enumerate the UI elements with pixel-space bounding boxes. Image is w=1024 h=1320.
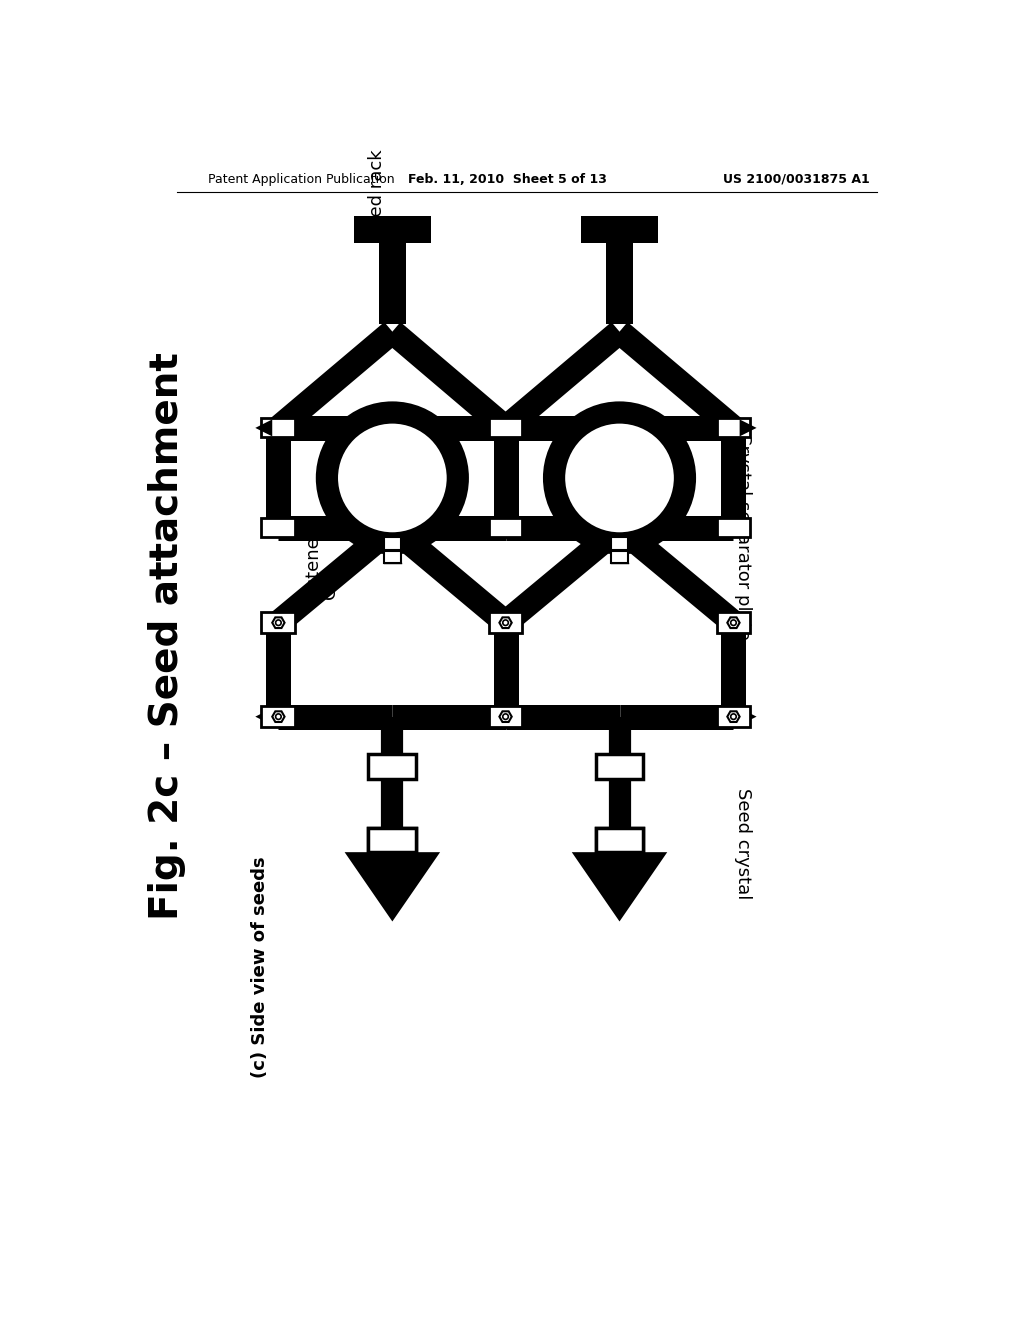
Text: Crystal separator plate: Crystal separator plate: [734, 432, 752, 640]
Polygon shape: [255, 420, 272, 437]
Circle shape: [731, 714, 736, 719]
Polygon shape: [345, 853, 440, 921]
Bar: [717, 706, 751, 726]
Polygon shape: [581, 216, 658, 323]
Polygon shape: [272, 711, 285, 722]
Polygon shape: [739, 708, 757, 725]
Bar: [596, 828, 643, 853]
Text: Seed rack: Seed rack: [368, 149, 386, 239]
Polygon shape: [255, 708, 272, 725]
Text: Patent Application Publication: Patent Application Publication: [208, 173, 394, 186]
Circle shape: [503, 620, 508, 626]
Polygon shape: [500, 618, 512, 628]
Circle shape: [275, 714, 282, 719]
Circle shape: [554, 412, 685, 544]
Circle shape: [327, 412, 458, 544]
Bar: [488, 612, 522, 632]
Text: (c) Side view of seeds: (c) Side view of seeds: [251, 857, 269, 1077]
Bar: [369, 828, 416, 853]
Text: Clip: Clip: [321, 565, 339, 599]
Bar: [488, 517, 522, 537]
Polygon shape: [739, 420, 757, 437]
Bar: [369, 828, 416, 853]
Bar: [261, 418, 295, 437]
Polygon shape: [571, 853, 668, 921]
Bar: [611, 537, 628, 549]
Bar: [261, 706, 295, 726]
Circle shape: [503, 714, 508, 719]
Bar: [717, 612, 751, 632]
Polygon shape: [500, 711, 512, 722]
Bar: [488, 418, 522, 437]
Bar: [611, 552, 628, 564]
Circle shape: [275, 620, 282, 626]
Text: US 2100/0031875 A1: US 2100/0031875 A1: [723, 173, 869, 186]
Bar: [369, 755, 416, 779]
Bar: [384, 552, 400, 564]
Text: Fig. 2c – Seed attachment: Fig. 2c – Seed attachment: [147, 352, 185, 920]
Text: Seed crystal: Seed crystal: [734, 788, 752, 899]
Text: Feb. 11, 2010  Sheet 5 of 13: Feb. 11, 2010 Sheet 5 of 13: [409, 173, 607, 186]
Bar: [488, 706, 522, 726]
Polygon shape: [272, 618, 285, 628]
Polygon shape: [354, 216, 431, 323]
Bar: [261, 517, 295, 537]
Bar: [596, 828, 643, 853]
Polygon shape: [727, 711, 739, 722]
Circle shape: [731, 620, 736, 626]
Bar: [717, 517, 751, 537]
Bar: [384, 537, 400, 549]
Bar: [261, 612, 295, 632]
Bar: [596, 755, 643, 779]
Bar: [717, 418, 751, 437]
Polygon shape: [727, 618, 739, 628]
Text: Fastener: Fastener: [303, 528, 322, 605]
